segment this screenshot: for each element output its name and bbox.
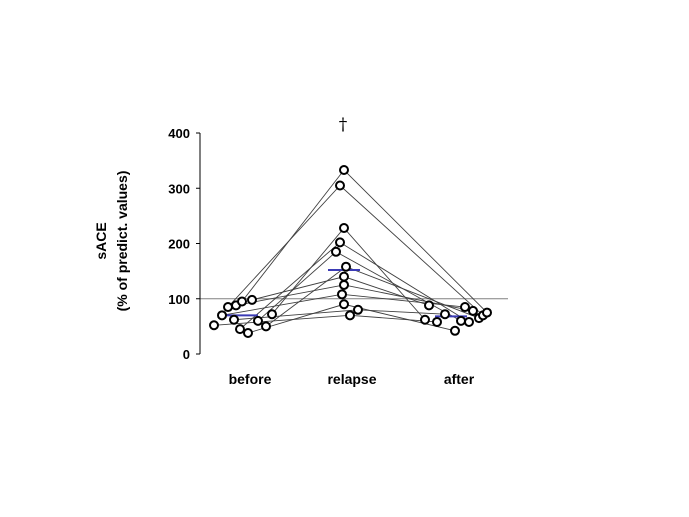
y-tick-label: 0 — [183, 347, 190, 362]
data-point — [339, 165, 349, 176]
subject-line — [233, 309, 446, 321]
data-point — [440, 309, 450, 320]
data-point — [235, 324, 245, 335]
data-point — [456, 315, 466, 326]
data-point — [261, 321, 271, 332]
data-point — [209, 320, 219, 331]
data-point — [353, 304, 363, 315]
x-category-label: relapse — [327, 371, 376, 387]
data-point — [460, 302, 470, 313]
significance-dagger: † — [339, 115, 348, 135]
data-point — [432, 316, 442, 327]
data-point — [237, 296, 247, 307]
data-point — [339, 279, 349, 290]
y-axis-sublabel: (% of predict. values) — [114, 171, 130, 312]
data-point — [450, 325, 460, 336]
data-point — [229, 314, 239, 325]
subject-line — [241, 169, 488, 313]
labels: sACE (% of predict. values) † before rela… — [93, 115, 475, 387]
data-point — [337, 289, 347, 300]
data-point — [424, 300, 434, 311]
data-point — [253, 315, 263, 326]
y-tick-label: 200 — [168, 237, 190, 252]
data-point — [223, 302, 233, 313]
data-point — [335, 237, 345, 248]
y-axis-label: sACE — [93, 222, 109, 259]
data-point — [341, 261, 351, 272]
y-tick-label: 400 — [168, 126, 190, 141]
y-axis: 0 100 200 300 400 — [168, 126, 201, 362]
data-point — [482, 307, 492, 318]
y-tick-label: 300 — [168, 181, 190, 196]
data-point — [217, 310, 227, 321]
data-point — [331, 246, 341, 257]
subject-lines — [213, 169, 488, 334]
data-points — [209, 165, 492, 339]
subject-line — [213, 314, 438, 326]
data-point — [243, 328, 253, 339]
x-category-label: after — [444, 371, 475, 387]
data-point — [339, 223, 349, 234]
data-point — [468, 305, 478, 316]
y-tick-label: 100 — [168, 292, 190, 307]
data-point — [420, 314, 430, 325]
data-point — [247, 294, 257, 305]
data-point — [339, 299, 349, 310]
x-category-label: before — [229, 371, 272, 387]
data-point — [267, 309, 277, 320]
data-point — [339, 271, 349, 282]
data-point — [345, 310, 355, 321]
data-point — [464, 316, 474, 327]
data-point — [335, 180, 345, 191]
